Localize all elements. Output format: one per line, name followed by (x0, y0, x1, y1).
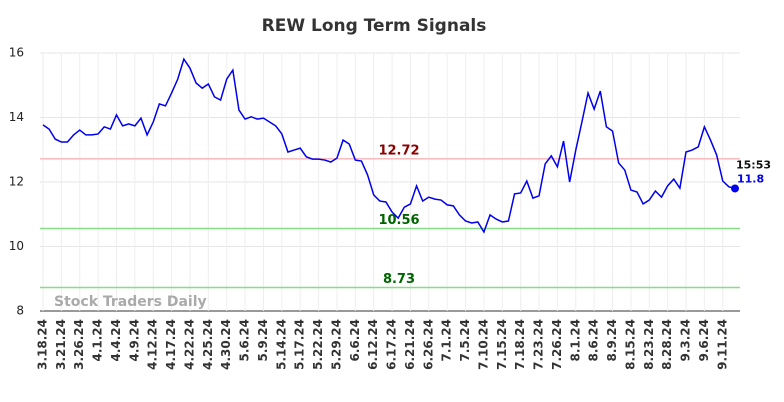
x-tick-label: 8.9.24 (605, 319, 619, 362)
chart-title: REW Long Term Signals (262, 16, 487, 36)
x-tick-label: 4.22.24 (182, 319, 196, 370)
x-tick-label: 8.15.24 (623, 319, 637, 370)
y-tick-label: 16 (9, 46, 24, 60)
last-time: 15:53 (736, 158, 771, 171)
x-tick-label: 4.12.24 (146, 319, 160, 370)
x-tick-label: 4.9.24 (127, 319, 141, 362)
x-tick-label: 7.5.24 (458, 319, 472, 362)
x-tick-label: 8.28.24 (660, 319, 674, 370)
x-tick-label: 5.14.24 (274, 319, 288, 370)
watermark: Stock Traders Daily (54, 294, 207, 310)
x-tick-label: 4.1.24 (91, 319, 105, 362)
level-label: 12.72 (378, 143, 419, 158)
x-tick-label: 7.23.24 (532, 319, 546, 370)
last-point (731, 184, 739, 193)
x-tick-label: 9.11.24 (715, 319, 729, 370)
x-tick-label: 8.1.24 (568, 319, 582, 362)
x-tick-label: 7.10.24 (476, 319, 490, 370)
price-line (42, 57, 736, 234)
y-tick-label: 8 (16, 304, 24, 318)
x-tick-label: 9.6.24 (697, 319, 711, 362)
x-tick-label: 4.25.24 (201, 319, 215, 370)
x-tick-label: 5.9.24 (256, 319, 270, 362)
x-tick-label: 8.6.24 (587, 319, 601, 362)
x-tick-label: 5.17.24 (293, 319, 307, 370)
x-tick-label: 7.26.24 (550, 319, 564, 370)
x-tick-label: 3.21.24 (54, 319, 68, 370)
x-tick-label: 8.23.24 (642, 319, 656, 370)
x-tick-label: 6.26.24 (421, 319, 435, 370)
x-tick-label: 5.29.24 (329, 319, 343, 370)
x-tick-label: 6.6.24 (348, 319, 362, 362)
x-tick-label: 3.18.24 (36, 319, 50, 370)
x-tick-label: 7.18.24 (513, 319, 527, 370)
x-tick-label: 6.21.24 (403, 319, 417, 370)
x-tick-label: 4.30.24 (219, 319, 233, 370)
y-tick-label: 14 (9, 110, 24, 124)
x-tick-label: 4.17.24 (164, 319, 178, 370)
x-tick-label: 5.6.24 (238, 319, 252, 362)
level-label: 8.73 (383, 272, 415, 287)
y-tick-label: 12 (9, 175, 24, 189)
x-tick-label: 4.4.24 (109, 319, 123, 362)
x-tick-label: 6.12.24 (366, 319, 380, 370)
last-value: 11.8 (737, 172, 764, 185)
x-tick-label: 9.3.24 (679, 319, 693, 362)
x-tick-label: 7.1.24 (440, 319, 454, 362)
x-tick-label: 3.26.24 (72, 319, 86, 370)
x-tick-label: 6.17.24 (385, 319, 399, 370)
x-tick-label: 5.22.24 (311, 319, 325, 370)
x-tick-label: 7.15.24 (495, 319, 509, 370)
level-label: 10.56 (378, 213, 419, 228)
y-tick-label: 10 (9, 239, 24, 253)
